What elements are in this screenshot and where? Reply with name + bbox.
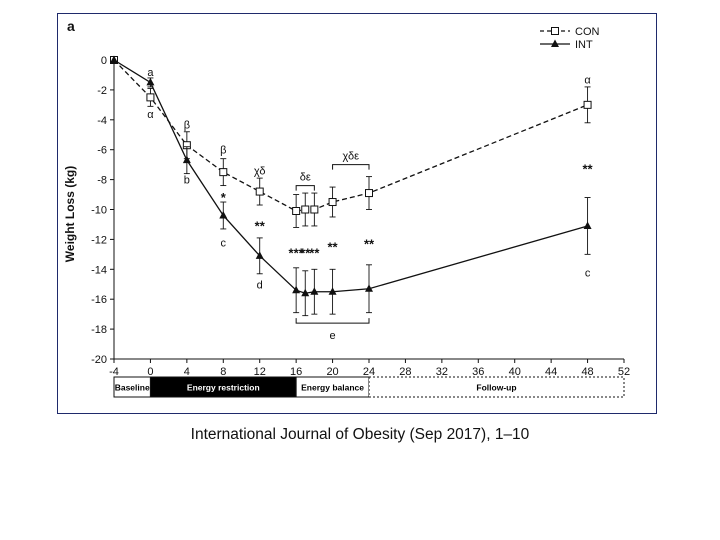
int-marker [182,155,191,164]
annotation-label: δε [300,172,311,184]
annotation-label: ** [300,245,311,260]
y-tick-label: -14 [91,264,107,276]
int-marker [365,284,373,292]
x-tick-label: 32 [436,366,448,378]
y-tick-label: -18 [91,324,107,336]
annotation-label: e [330,330,336,342]
y-tick-label: -8 [97,175,107,187]
int-marker [301,288,310,297]
phase-label-energy-balance: Energy balance [301,383,364,393]
panel-label: a [67,18,75,34]
annotation-label: χδ [254,166,266,178]
int-marker [219,210,228,219]
annotation-label: * [221,190,227,205]
annotation-label: d [257,279,263,291]
annotation-label: a [147,67,154,79]
x-tick-label: -4 [109,366,119,378]
con-marker [146,93,155,102]
annotation-label: ** [328,239,339,254]
int-marker [255,251,264,259]
weight-loss-chart: a Weight Loss (kg) 0 -2 -4 -6 -8 -10 -12 -14 -16… [63,18,630,398]
annotation-label: β [220,145,226,157]
annotation-label: ** [583,162,594,177]
phase-label-follow-up: Follow-up [476,383,516,393]
x-tick-label: 52 [618,366,630,378]
x-tick-label: 48 [581,366,593,378]
annotation-label: b [184,175,190,187]
x-tick-label: 16 [290,366,302,378]
x-tick-label: 24 [363,366,375,378]
annotation-label: β [184,119,190,131]
figure-frame: a Weight Loss (kg) 0 -2 -4 -6 -8 -10 -12 -14 -16… [57,13,657,414]
phase-label-energy-restriction: Energy restriction [187,383,260,393]
annotation-label: ** [309,245,320,260]
legend-marker-con [551,27,559,35]
significance-bracket [295,318,370,324]
x-tick-label: 0 [147,366,153,378]
int-marker [328,287,337,295]
annotation-label: χδε [343,151,360,163]
annotation-label: c [221,237,227,249]
legend-marker-int [551,39,559,47]
x-tick-label: 20 [326,366,338,378]
annotation-label: α [584,74,591,86]
int-marker [110,55,118,63]
int-marker [310,287,319,295]
y-tick-label: -2 [97,85,107,97]
con-marker [365,189,373,198]
int-marker [292,285,301,294]
y-tick-label: 0 [101,55,107,67]
y-tick-label: -4 [97,115,107,127]
y-axis-label: Weight Loss (kg) [63,166,77,262]
phase-block-follow-up [368,376,625,398]
annotation-label: ** [364,236,375,251]
con-marker [583,100,592,109]
x-tick-label: 8 [220,366,226,378]
y-tick-label: -12 [91,234,107,246]
legend-label-con: CON [575,26,600,38]
con-marker [301,205,310,214]
annotation-label: ** [255,218,266,233]
y-tick-label: -20 [91,354,107,366]
con-marker [255,187,264,196]
int-marker [146,77,155,86]
annotation-label: α [147,109,154,121]
int-marker [583,221,592,229]
con-marker [328,198,337,207]
x-tick-label: 44 [545,366,557,378]
annotation-label: *** [289,245,305,260]
phase-label-baseline: Baseline [115,383,150,393]
significance-bracket [332,164,370,170]
y-tick-label: -6 [97,145,107,157]
annotation-label: c [585,267,591,279]
figure-caption: International Journal of Obesity (Sep 20… [190,426,530,443]
legend-label-int: INT [575,39,593,51]
significance-bracket [295,185,315,191]
y-tick-label: -16 [91,294,107,306]
con-marker [292,206,301,215]
x-tick-label: 12 [254,366,266,378]
series-line-con [113,59,588,212]
y-tick-label: -10 [91,205,107,217]
x-tick-label: 28 [399,366,411,378]
x-tick-label: 40 [509,366,521,378]
x-tick-label: 4 [184,366,190,378]
con-marker [219,168,228,177]
con-marker [310,205,319,214]
x-tick-label: 36 [472,366,484,378]
